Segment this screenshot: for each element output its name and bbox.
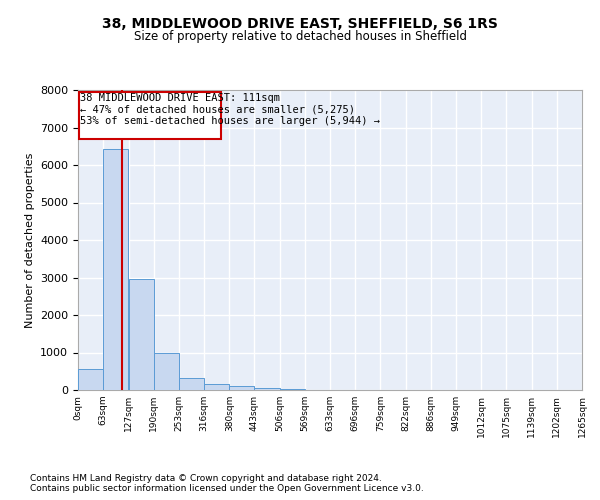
Text: Size of property relative to detached houses in Sheffield: Size of property relative to detached ho… — [133, 30, 467, 43]
FancyBboxPatch shape — [79, 92, 221, 138]
Text: Contains HM Land Registry data © Crown copyright and database right 2024.: Contains HM Land Registry data © Crown c… — [30, 474, 382, 483]
Bar — [154, 354, 179, 390]
Bar — [229, 386, 254, 390]
Y-axis label: Number of detached properties: Number of detached properties — [25, 152, 35, 328]
Bar — [204, 384, 229, 390]
Bar — [103, 148, 128, 390]
Bar — [179, 378, 204, 390]
Bar — [78, 370, 103, 390]
Bar — [128, 280, 154, 390]
Text: 38 MIDDLEWOOD DRIVE EAST: 111sqm
← 47% of detached houses are smaller (5,275)
53: 38 MIDDLEWOOD DRIVE EAST: 111sqm ← 47% o… — [80, 92, 380, 126]
Bar — [254, 388, 280, 390]
Text: Contains public sector information licensed under the Open Government Licence v3: Contains public sector information licen… — [30, 484, 424, 493]
Bar — [280, 389, 305, 390]
Text: 38, MIDDLEWOOD DRIVE EAST, SHEFFIELD, S6 1RS: 38, MIDDLEWOOD DRIVE EAST, SHEFFIELD, S6… — [102, 18, 498, 32]
